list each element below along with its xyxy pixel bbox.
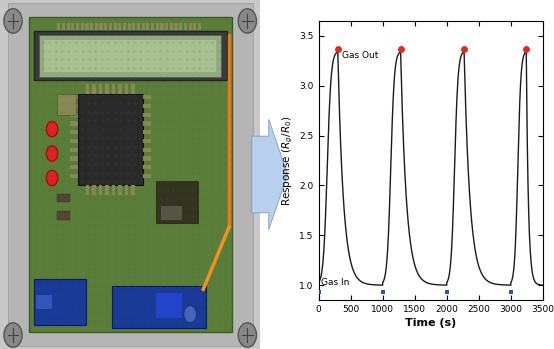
Bar (70, 113, 78, 117)
FancyArrow shape (252, 119, 288, 230)
Bar (70, 139, 78, 143)
Bar (90, 23, 93, 30)
Bar (57, 23, 60, 30)
Bar (137, 23, 140, 30)
Circle shape (4, 323, 22, 347)
Bar (143, 165, 151, 169)
Bar (112, 286, 206, 328)
Bar (62, 23, 65, 30)
Bar (143, 113, 151, 117)
Bar (104, 23, 107, 30)
Bar (143, 148, 151, 152)
Bar (118, 23, 121, 30)
Bar (156, 23, 159, 30)
Circle shape (47, 146, 58, 161)
Bar (105, 185, 109, 195)
Bar (57, 194, 70, 202)
Circle shape (183, 305, 197, 323)
Bar (156, 181, 198, 223)
Bar (165, 23, 168, 30)
Bar (29, 17, 232, 332)
Bar (123, 23, 126, 30)
Bar (70, 104, 78, 108)
Bar (143, 130, 151, 134)
Y-axis label: Response ($R_g/R_0$): Response ($R_g/R_0$) (281, 115, 295, 206)
Circle shape (47, 121, 58, 137)
Bar (99, 185, 102, 195)
Bar (105, 84, 109, 94)
Bar (99, 84, 102, 94)
Bar (142, 23, 145, 30)
Text: Gas In: Gas In (321, 278, 350, 287)
Bar (161, 206, 182, 220)
Bar (86, 185, 89, 195)
Bar (143, 156, 151, 161)
Bar (86, 84, 89, 94)
Bar (127, 23, 131, 30)
Bar (188, 23, 192, 30)
Bar (143, 95, 151, 99)
Bar (81, 23, 84, 30)
Bar (70, 121, 78, 126)
Bar (78, 94, 143, 185)
Bar (70, 165, 78, 169)
Bar (76, 23, 79, 30)
Bar (112, 84, 115, 94)
Bar (70, 156, 78, 161)
Bar (179, 23, 182, 30)
Bar (70, 95, 78, 99)
Circle shape (238, 9, 257, 33)
Bar (34, 31, 227, 80)
Circle shape (4, 9, 22, 33)
Bar (66, 23, 70, 30)
Bar (100, 23, 102, 30)
Bar (95, 23, 98, 30)
Bar (119, 185, 121, 195)
Bar (119, 84, 121, 94)
Bar (143, 104, 151, 108)
Bar (114, 23, 117, 30)
Bar (161, 23, 163, 30)
Bar (125, 185, 128, 195)
Bar (131, 84, 135, 94)
Bar (198, 23, 201, 30)
Text: Gas Out: Gas Out (342, 51, 378, 60)
Bar (93, 84, 95, 94)
Bar (156, 293, 182, 318)
Bar (37, 295, 52, 309)
Bar (170, 23, 173, 30)
Bar (151, 23, 154, 30)
Bar (34, 279, 86, 325)
Bar (85, 23, 89, 30)
Bar (175, 23, 178, 30)
Bar (39, 35, 221, 77)
Bar (70, 130, 78, 134)
Bar (143, 121, 151, 126)
X-axis label: Time (s): Time (s) (405, 318, 456, 328)
Bar (146, 23, 150, 30)
Bar (93, 185, 95, 195)
Bar (57, 211, 70, 220)
Bar (132, 23, 135, 30)
Bar (184, 23, 187, 30)
Bar (143, 139, 151, 143)
Bar (70, 174, 78, 178)
Bar (44, 40, 216, 72)
Circle shape (238, 323, 257, 347)
Bar (125, 84, 128, 94)
Bar (109, 23, 112, 30)
Bar (57, 94, 75, 115)
Circle shape (47, 170, 58, 186)
Bar (70, 148, 78, 152)
Bar (193, 23, 196, 30)
Bar (112, 185, 115, 195)
Bar (143, 174, 151, 178)
Bar (131, 185, 135, 195)
Bar (71, 23, 74, 30)
